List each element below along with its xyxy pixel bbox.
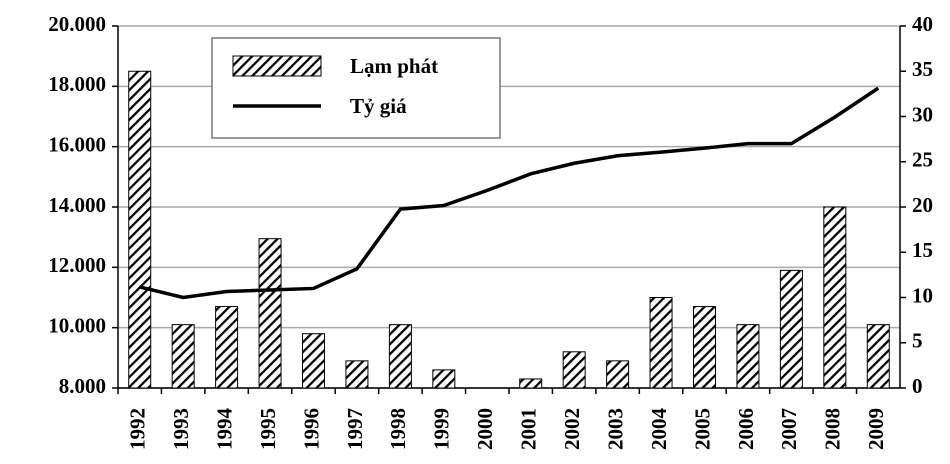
x-tick-label: 2008 — [821, 408, 845, 450]
bar — [606, 360, 630, 389]
x-tick-label: 2009 — [864, 408, 888, 450]
x-tick-label: 1995 — [256, 408, 280, 450]
x-tick-label: 1994 — [212, 408, 236, 451]
bar — [562, 351, 586, 389]
y2-tick-label: 25 — [912, 148, 933, 172]
x-tick-label: 1996 — [299, 408, 323, 450]
x-tick-label: 2001 — [517, 408, 541, 450]
y2-tick-label: 0 — [912, 374, 923, 398]
y2-tick-label: 40 — [912, 12, 933, 36]
x-tick-label: 2002 — [560, 408, 584, 450]
x-tick-label: 2000 — [473, 408, 497, 450]
bar — [302, 333, 325, 389]
y2-tick-label: 35 — [912, 57, 933, 81]
x-tick-label: 2004 — [647, 408, 671, 451]
bar — [171, 324, 195, 389]
bar — [693, 306, 716, 389]
y-tick-label: 20.000 — [48, 12, 106, 36]
y2-tick-label: 10 — [912, 283, 933, 307]
y2-tick-label: 20 — [912, 193, 933, 217]
x-tick-label: 2006 — [734, 408, 758, 450]
x-tick-label: 1999 — [430, 408, 454, 450]
y-tick-label: 14.000 — [48, 193, 106, 217]
y2-tick-label: 30 — [912, 102, 933, 126]
y-tick-label: 16.000 — [48, 132, 106, 156]
y-tick-label: 18.000 — [48, 72, 106, 96]
bar — [345, 360, 369, 389]
bar — [432, 369, 456, 389]
x-tick-label: 1993 — [169, 408, 193, 450]
x-tick-label: 2007 — [777, 408, 801, 450]
x-tick-label: 2003 — [603, 408, 627, 450]
bar — [128, 70, 152, 389]
y2-tick-label: 15 — [912, 238, 933, 262]
bar — [823, 206, 847, 389]
x-tick-label: 2005 — [690, 408, 714, 450]
legend: Lạm phát Tỷ giá — [211, 37, 501, 139]
legend-label: Lạm phát — [350, 54, 438, 78]
legend-box — [211, 37, 501, 139]
y-tick-label: 8.000 — [59, 374, 106, 398]
x-tick-label: 1997 — [343, 408, 367, 450]
bar — [649, 297, 673, 389]
x-tick-label: 1998 — [386, 408, 410, 450]
bar — [215, 306, 239, 389]
legend-label: Tỷ giá — [350, 94, 407, 118]
line — [139, 86, 880, 300]
bar — [388, 324, 412, 389]
bar — [519, 378, 543, 389]
y2-tick-label: 5 — [912, 329, 923, 353]
legend-swatch — [232, 55, 322, 77]
y-tick-label: 10.000 — [48, 313, 106, 337]
y-tick-label: 12.000 — [48, 253, 106, 277]
bar — [736, 324, 760, 389]
bar — [258, 238, 282, 389]
bar — [779, 269, 803, 389]
x-tick-label: 1992 — [126, 408, 150, 450]
bar — [866, 324, 890, 389]
